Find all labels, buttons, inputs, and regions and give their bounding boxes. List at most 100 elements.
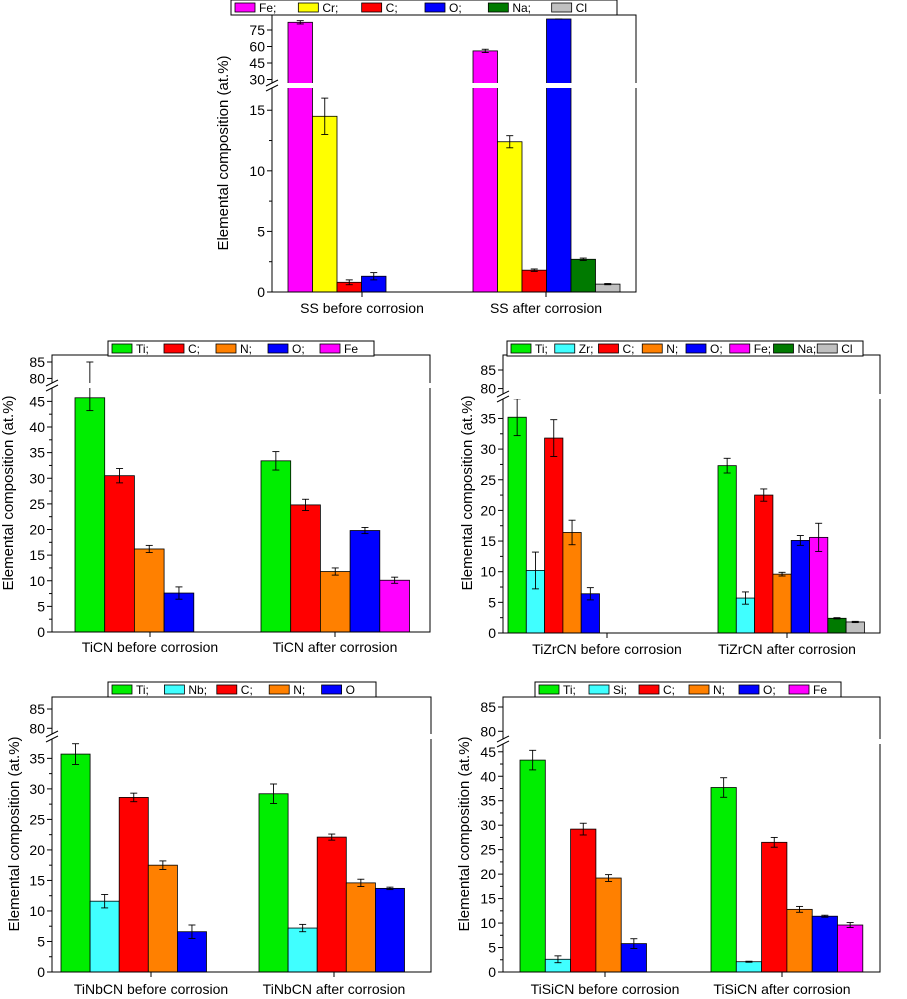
legend-label-n: N; [240, 342, 252, 356]
bar-ti-before [60, 753, 91, 973]
y-axis-label: Elemental composition (at.%) [456, 736, 473, 931]
y-tick-label: 85 [29, 701, 45, 717]
y-tick-label: 15 [480, 891, 496, 907]
bar-n-before [595, 877, 622, 973]
y-tick-label: 5 [37, 933, 45, 949]
y-axis-label: Elemental composition (at.%) [6, 736, 23, 931]
y-tick-label: 80 [480, 381, 496, 397]
legend-swatch-n [268, 684, 290, 695]
y-tick-label: 30 [29, 470, 45, 486]
bar-n-before [562, 532, 582, 634]
y-tick-label: 5 [488, 594, 496, 610]
legend-label-na: Na; [798, 342, 817, 356]
legend-swatch-zr [554, 343, 576, 354]
y-tick-label: 10 [249, 163, 265, 179]
bar-nb-before [89, 900, 120, 973]
legend-label-o: O; [763, 683, 776, 697]
y-tick-label: 85 [29, 354, 45, 370]
legend-label-ti: Ti; [136, 683, 149, 697]
legend-label-si: Si; [613, 683, 627, 697]
bar-c-before [570, 828, 597, 973]
legend-swatch-o [267, 343, 289, 354]
y-axis-label: Elemental composition (at.%) [0, 395, 17, 590]
y-tick-label: 30 [249, 72, 265, 88]
legend-swatch-c [216, 684, 238, 695]
y-tick-label: 75 [249, 22, 265, 38]
y-tick-label: 10 [29, 903, 45, 919]
legend-swatch-si [588, 684, 610, 695]
bar-o-after [349, 530, 381, 633]
y-tick-label: 30 [480, 441, 496, 457]
legend-swatch-fe [319, 343, 341, 354]
legend-swatch-ti [111, 684, 133, 695]
y-tick-label: 15 [29, 547, 45, 563]
axis-break-gap [262, 83, 646, 88]
y-tick-label: 20 [29, 842, 45, 858]
bar-c-after [316, 836, 347, 973]
axis-break-mark [496, 390, 510, 398]
y-tick-label: 5 [488, 940, 496, 956]
x-tick-label: TiNbCN before corrosion [74, 981, 228, 997]
bar-ti-after [710, 787, 737, 973]
y-tick-label: 60 [249, 39, 265, 55]
y-tick-label: 0 [488, 625, 496, 641]
legend: Ti; Si; C; N; O; Fe [534, 681, 842, 698]
bar-ti-before [507, 416, 527, 634]
legend-swatch-ti [538, 684, 560, 695]
legend-label-fe: Fe; [754, 342, 771, 356]
bar-o-after [811, 915, 838, 973]
y-tick-label: 5 [257, 223, 265, 239]
y-tick-label: 0 [488, 964, 496, 980]
legend-swatch-ti [111, 343, 133, 354]
bar-nb-after [287, 927, 318, 973]
y-tick-label: 85 [480, 362, 496, 378]
y-tick-label: 35 [480, 410, 496, 426]
y-tick-label: 35 [29, 445, 45, 461]
y-tick-label: 80 [29, 370, 45, 386]
legend-label-c: C; [188, 342, 200, 356]
legend-label-n: N; [713, 683, 725, 697]
legend-swatch-fe [234, 2, 256, 13]
axis-break-gap [42, 734, 441, 739]
legend-label-nb: Nb; [188, 683, 207, 697]
bar-cl-after [845, 621, 865, 634]
legend-swatch-fe [729, 343, 751, 354]
y-tick-label: 15 [249, 102, 265, 118]
legend: Fe; Cr; C; O; Na; Cl [230, 0, 618, 16]
x-tick-label: SS before corrosion [300, 300, 424, 316]
bar-c-after [290, 504, 321, 633]
axis-break-mark [265, 79, 279, 87]
y-tick-label: 0 [37, 624, 45, 640]
legend: Ti; Zr; C; N; O; Fe; Na; Cl [506, 340, 864, 357]
legend-swatch-o [738, 684, 760, 695]
bar-o-after [374, 887, 405, 973]
legend-label-n: N; [666, 342, 678, 356]
legend: Ti; Nb; C; N; O [107, 681, 377, 698]
bar-fe-after [837, 924, 864, 973]
bar-ti-before [74, 397, 106, 633]
y-tick-label: 0 [257, 284, 265, 300]
axis-break-mark [265, 84, 279, 92]
x-tick-label: TiSiCN after corrosion [713, 981, 850, 997]
bar-ti-before [519, 759, 546, 973]
legend-swatch-nb [163, 684, 185, 695]
legend: Ti; C; N; O; Fe [107, 340, 375, 357]
legend-label-ti: Ti; [563, 683, 576, 697]
legend-label-o: O [346, 683, 355, 697]
y-tick-label: 35 [480, 793, 496, 809]
bar-c-before [118, 797, 149, 973]
legend-swatch-na [487, 2, 509, 13]
bar-ti-after [717, 465, 737, 634]
y-tick-label: 25 [480, 472, 496, 488]
axis-break-mark [496, 735, 510, 743]
legend-swatch-ti [510, 343, 532, 354]
axis-break-gap [493, 739, 890, 744]
legend-swatch-n [688, 684, 710, 695]
legend-label-c: C; [663, 683, 675, 697]
y-tick-label: 40 [29, 419, 45, 435]
bar-n-after [345, 882, 376, 973]
legend-label-ti: Ti; [535, 342, 548, 356]
x-tick-label: TiCN after corrosion [273, 639, 398, 655]
